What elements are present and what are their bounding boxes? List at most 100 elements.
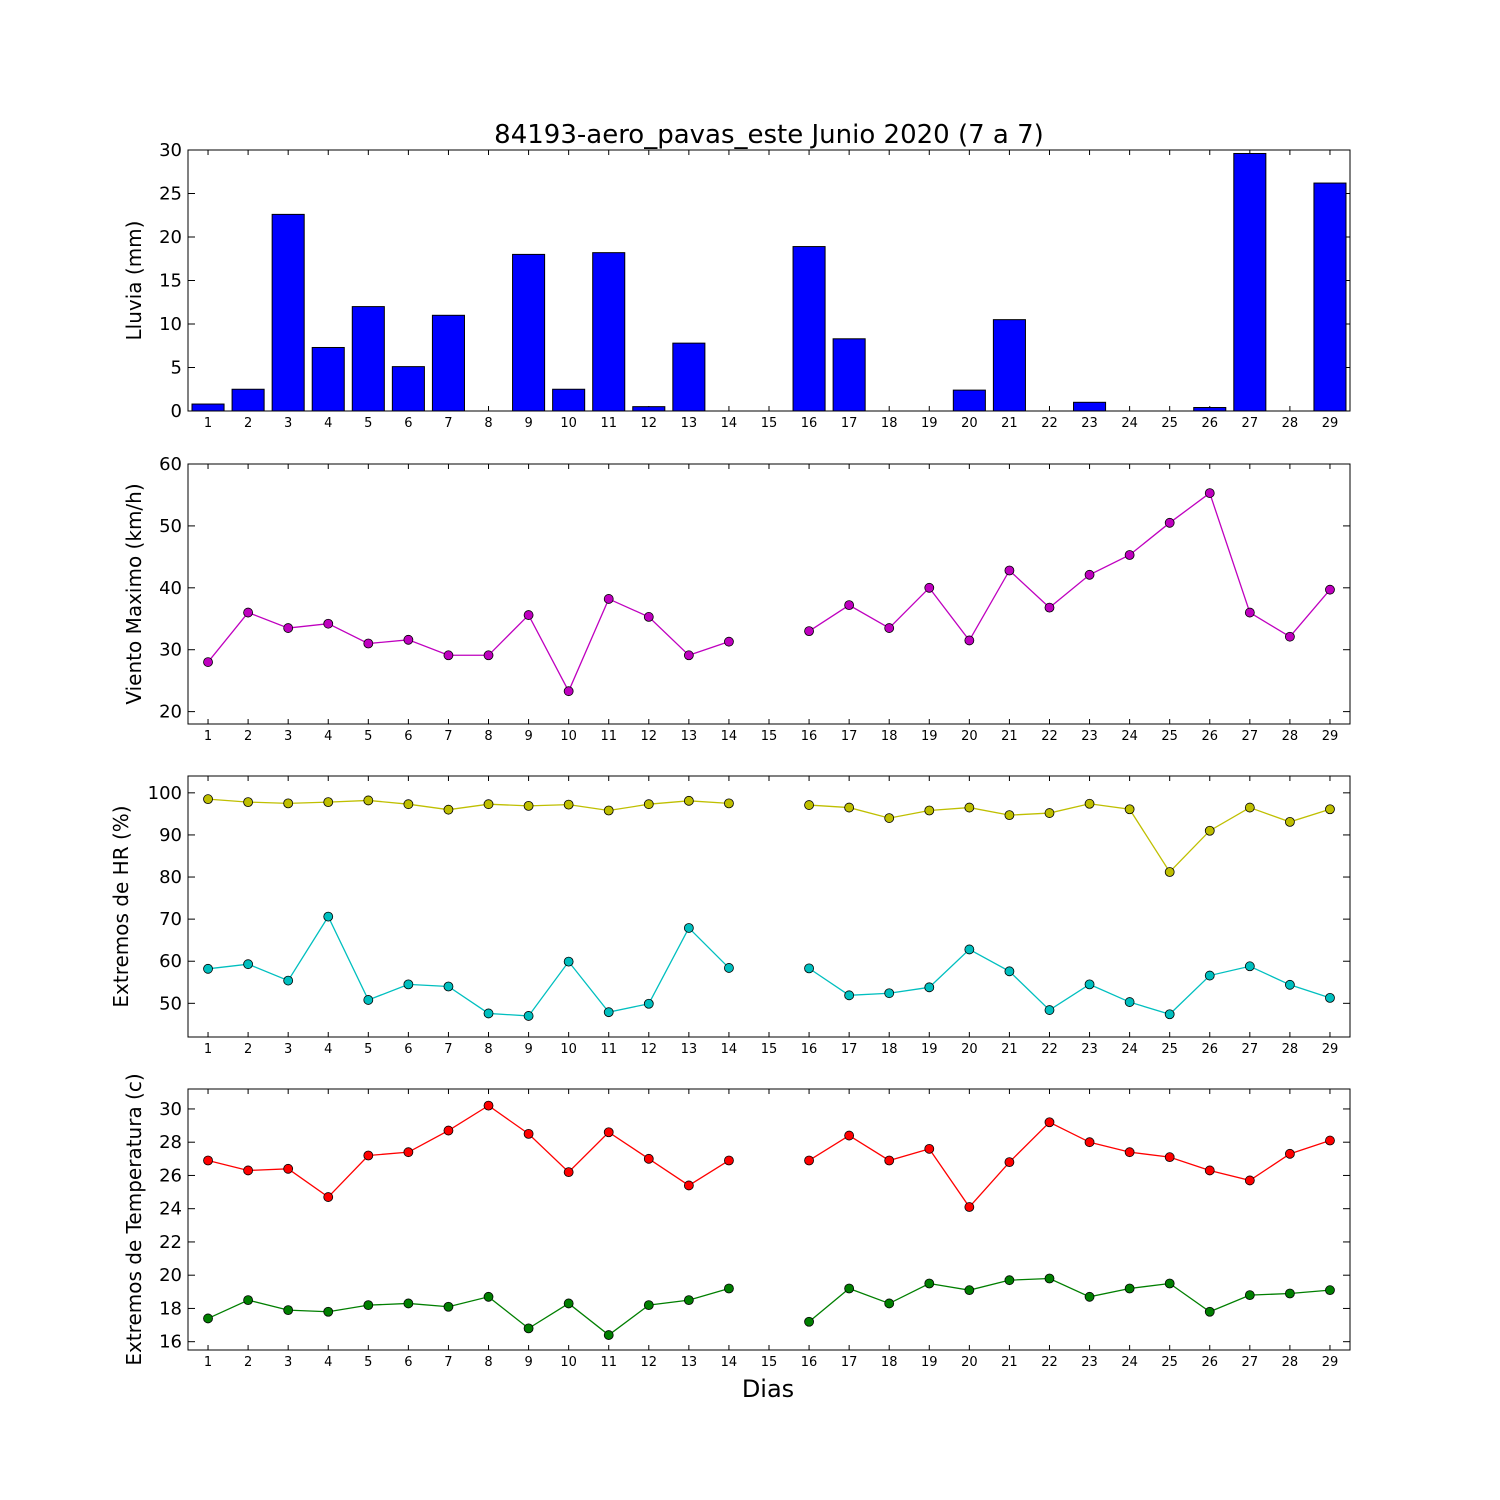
data-point <box>1284 979 1295 990</box>
x-tick-label: 5 <box>364 1355 372 1370</box>
data-point <box>1244 961 1255 972</box>
data-point <box>203 1155 213 1166</box>
x-tick-label: 5 <box>364 416 372 431</box>
data-point <box>724 798 734 809</box>
x-tick-label: 14 <box>721 729 738 744</box>
data-point <box>884 1155 895 1166</box>
data-point <box>243 607 254 618</box>
data-point <box>804 1316 814 1327</box>
data-point <box>924 1143 935 1154</box>
data-point <box>804 626 814 637</box>
series-line <box>207 915 730 1017</box>
data-point <box>283 623 294 633</box>
data-point <box>443 650 454 661</box>
y-axis-label: Viento Maximo (km/h) <box>122 483 146 704</box>
bar <box>431 314 465 412</box>
y-tick-label: 60 <box>159 951 182 972</box>
x-tick-label: 17 <box>841 416 858 431</box>
data-point <box>283 1305 294 1316</box>
data-point <box>964 1285 975 1296</box>
data-point <box>483 650 494 661</box>
x-tick-label: 18 <box>881 1355 898 1370</box>
y-tick-label: 20 <box>159 227 182 248</box>
bar <box>592 252 626 412</box>
series-line <box>207 598 730 693</box>
x-tick-label: 16 <box>801 1042 818 1057</box>
data-point <box>603 1007 614 1018</box>
x-tick-label: 7 <box>444 729 452 744</box>
x-tick-label: 5 <box>364 1042 372 1057</box>
y-tick-label: 50 <box>159 993 182 1014</box>
data-point <box>683 650 694 661</box>
y-tick-label: 40 <box>159 578 182 599</box>
data-point <box>1084 979 1095 990</box>
x-tick-label: 27 <box>1242 729 1259 744</box>
x-tick-label: 24 <box>1121 729 1138 744</box>
x-tick-label: 26 <box>1201 1042 1218 1057</box>
data-point <box>1164 1152 1175 1163</box>
data-point <box>964 802 975 813</box>
data-point <box>403 1147 414 1158</box>
bar <box>512 253 546 412</box>
x-tick-label: 21 <box>1001 729 1018 744</box>
x-tick-label: 12 <box>641 416 658 431</box>
data-point <box>563 686 574 697</box>
x-tick-label: 22 <box>1041 1042 1058 1057</box>
y-tick-label: 15 <box>159 271 182 292</box>
y-tick-label: 30 <box>159 1099 182 1120</box>
x-tick-label: 15 <box>761 1042 778 1057</box>
data-point <box>283 798 294 809</box>
x-tick-label: 6 <box>404 416 412 431</box>
data-point <box>683 923 694 933</box>
x-tick-label: 3 <box>284 1042 292 1057</box>
data-point <box>363 1150 374 1161</box>
data-point <box>1325 584 1335 595</box>
data-point <box>964 635 975 646</box>
x-tick-label: 1 <box>204 416 212 431</box>
x-tick-label: 16 <box>801 416 818 431</box>
data-point <box>403 634 414 645</box>
data-point <box>523 800 534 811</box>
x-tick-label: 12 <box>641 729 658 744</box>
data-point <box>884 623 895 633</box>
x-tick-label: 18 <box>881 729 898 744</box>
y-tick-label: 50 <box>159 516 182 537</box>
data-point <box>884 988 895 999</box>
x-axis-label: Dias <box>742 1375 794 1403</box>
x-tick-label: 21 <box>1001 1042 1018 1057</box>
x-tick-label: 15 <box>761 729 778 744</box>
x-tick-label: 20 <box>961 416 978 431</box>
data-point <box>1325 992 1335 1003</box>
data-point <box>1044 808 1055 818</box>
data-point <box>203 1313 213 1324</box>
data-point <box>243 797 254 807</box>
data-point <box>603 805 614 816</box>
data-point <box>924 982 935 993</box>
data-point <box>443 804 454 815</box>
y-tick-label: 25 <box>159 184 182 205</box>
x-tick-label: 8 <box>484 416 492 431</box>
data-point <box>724 636 734 647</box>
x-tick-label: 14 <box>721 416 738 431</box>
x-tick-label: 24 <box>1121 416 1138 431</box>
x-tick-label: 17 <box>841 1042 858 1057</box>
x-tick-label: 25 <box>1161 1042 1178 1057</box>
data-point <box>1004 565 1015 576</box>
data-point <box>1284 1288 1295 1299</box>
x-tick-label: 20 <box>961 1355 978 1370</box>
bar <box>191 403 225 412</box>
data-point <box>724 1283 734 1294</box>
data-point <box>563 1298 574 1309</box>
series-line <box>808 492 1331 642</box>
data-point <box>323 618 334 629</box>
x-tick-label: 25 <box>1161 416 1178 431</box>
bar <box>672 342 706 412</box>
y-tick-label: 18 <box>159 1298 182 1319</box>
axes-frame <box>187 463 1351 725</box>
data-point <box>1044 1273 1055 1284</box>
bar <box>632 406 666 412</box>
x-tick-label: 3 <box>284 1355 292 1370</box>
